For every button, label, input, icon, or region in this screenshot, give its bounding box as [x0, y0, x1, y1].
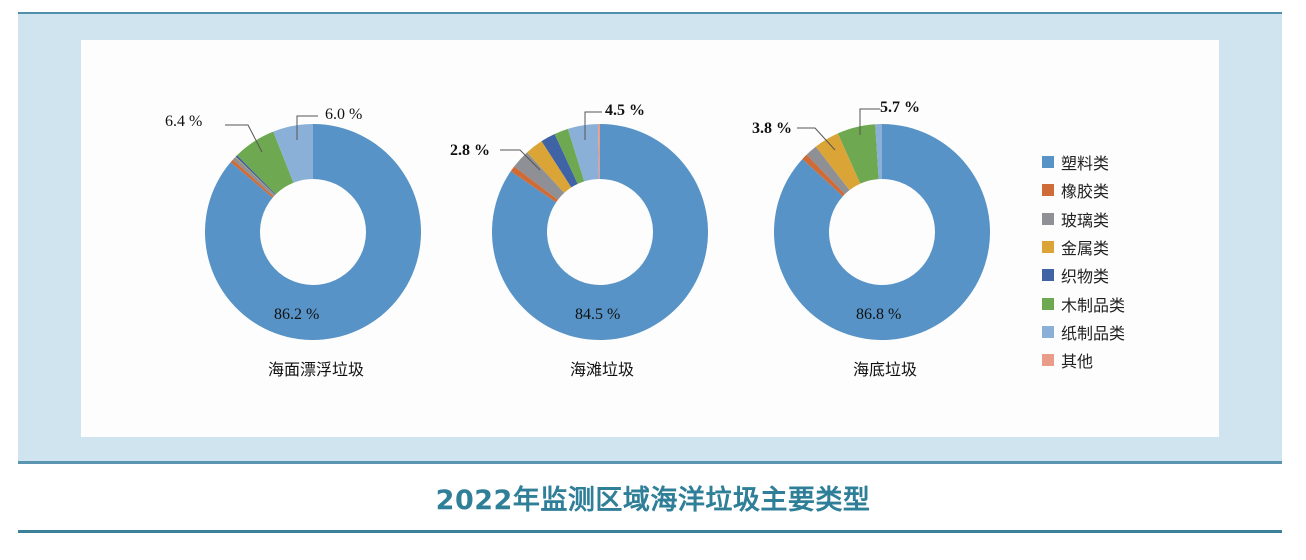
legend-item-glass: 玻璃类: [1042, 205, 1125, 233]
figure-title: 2022年监测区域海洋垃圾主要类型: [435, 485, 871, 516]
leader-line: [225, 124, 263, 153]
legend-item-metal: 金属类: [1042, 233, 1125, 261]
donut-slice: [204, 124, 421, 341]
donut-slice: [230, 159, 274, 198]
donut-slice: [774, 124, 991, 340]
leader-line: [584, 111, 602, 140]
legend-swatch-icon: [1042, 325, 1054, 338]
donut1-label-paper: 6.0 %: [325, 106, 363, 123]
donut-slice: [815, 133, 861, 191]
donut1-caption: 海面漂浮垃圾: [267, 360, 364, 379]
donut-slice: [597, 124, 600, 180]
frame-bottom-border: [18, 461, 1282, 464]
donut-slice: [273, 124, 313, 183]
donut2-caption: 海滩垃圾: [569, 360, 634, 379]
leader-line: [500, 149, 541, 171]
leader-line: [296, 115, 318, 140]
legend-swatch-icon: [1042, 269, 1054, 282]
donut-slice: [806, 146, 850, 195]
legend-label: 玻璃类: [1061, 210, 1110, 230]
donut-slice: [237, 131, 294, 195]
frame-top-border: [18, 12, 1282, 14]
donut-slice: [232, 157, 275, 197]
legend-label: 金属类: [1061, 239, 1110, 259]
legend-label: 纸制品类: [1061, 323, 1126, 343]
donut-slice: [567, 124, 600, 182]
donut3-label-metal: 3.8 %: [752, 120, 792, 137]
legend-label: 木制品类: [1061, 295, 1126, 315]
chart-panel: [81, 40, 1219, 437]
donut2-label-glass: 2.8 %: [450, 142, 490, 159]
donut3-caption: 海底垃圾: [852, 360, 917, 379]
donut-slice: [235, 155, 276, 195]
legend-item-textile: 织物类: [1042, 261, 1125, 289]
donut1-main-label: 86.2 %: [274, 306, 320, 323]
donut-slice: [541, 133, 578, 188]
legend-swatch-icon: [1042, 354, 1054, 367]
donut-slice: [514, 152, 565, 200]
legend-swatch-icon: [1042, 184, 1054, 197]
donut-slice: [492, 124, 708, 340]
legend-item-other: 其他: [1042, 346, 1125, 374]
donut-slice: [510, 166, 558, 203]
legend-item-plastic: 塑料类: [1042, 148, 1125, 176]
donut-slice: [527, 141, 572, 193]
donut2-main-label: 84.5 %: [575, 306, 621, 323]
legend-swatch-icon: [1042, 297, 1054, 310]
donut2-label-paper: 4.5 %: [605, 102, 645, 119]
legend-item-wood: 木制品类: [1042, 289, 1125, 317]
legend-label: 塑料类: [1061, 154, 1110, 174]
leader-line: [797, 127, 836, 151]
donut1-label-wood: 6.4 %: [165, 113, 203, 130]
legend: 塑料类 橡胶类 玻璃类 金属类 织物类 木制品类 纸制品类 其他: [1042, 148, 1125, 374]
legend-swatch-icon: [1042, 156, 1054, 169]
legend-swatch-icon: [1042, 212, 1054, 225]
donut-slice: [802, 154, 845, 197]
leader-line: [859, 108, 880, 135]
legend-swatch-icon: [1042, 241, 1054, 254]
donut3-main-label: 86.8 %: [856, 306, 902, 323]
donut-slice: [235, 156, 276, 196]
legend-label: 织物类: [1061, 267, 1110, 287]
donut-slice: [554, 128, 585, 184]
legend-label: 橡胶类: [1061, 182, 1110, 202]
title-bottom-rule: [18, 530, 1282, 533]
legend-item-paper: 纸制品类: [1042, 318, 1125, 346]
donut-slice: [837, 124, 879, 184]
legend-label: 其他: [1061, 352, 1094, 372]
legend-item-rubber: 橡胶类: [1042, 176, 1125, 204]
donut3-label-wood: 5.7 %: [880, 99, 920, 116]
donut-slice: [875, 124, 882, 180]
